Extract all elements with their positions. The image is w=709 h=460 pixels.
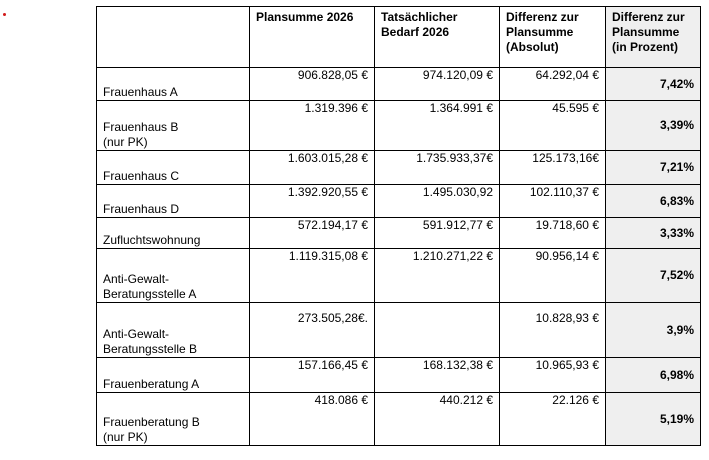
row-name-sub: Beratungsstelle A — [103, 287, 197, 301]
cell-actual: 1.364.991 € — [374, 100, 500, 151]
cell-diff-pct: 7,52% — [605, 248, 701, 303]
row-name-main: Frauenhaus B — [103, 120, 179, 134]
header-empty — [96, 6, 250, 68]
row-name-main: Frauenberatung B — [103, 415, 200, 429]
row-name: Frauenhaus D — [96, 184, 250, 218]
table-header-row: Plansumme 2026 Tatsächlicher Bedarf 2026… — [96, 6, 701, 68]
cell-diff-abs: 10.828,93 € — [499, 302, 606, 358]
row-name-main: Frauenhaus D — [103, 202, 180, 216]
row-name: Anti-Gewalt- Beratungsstelle B — [96, 302, 250, 358]
cell-diff-pct: 3,9% — [605, 302, 701, 358]
header-plansumme: Plansumme 2026 — [249, 6, 375, 68]
table-row: Frauenberatung A 157.166,45 € 168.132,38… — [96, 357, 701, 393]
table-row: Frauenberatung B (nur PK) 418.086 € 440.2… — [96, 392, 701, 446]
cell-diff-abs: 45.595 € — [499, 100, 606, 151]
cell-plan: 572.194,17 € — [249, 217, 375, 249]
cell-actual: 1.735.933,37€ — [374, 150, 500, 185]
cell-diff-abs: 102.110,37 € — [499, 184, 606, 218]
row-name: Frauenhaus C — [96, 150, 250, 185]
cell-diff-abs: 90.956,14 € — [499, 248, 606, 303]
row-name: Frauenberatung B (nur PK) — [96, 392, 250, 446]
row-name-main: Frauenberatung A — [103, 377, 200, 391]
cell-actual: 168.132,38 € — [374, 357, 500, 393]
cell-diff-abs: 10.965,93 € — [499, 357, 606, 393]
row-name: Zufluchtswohnung — [96, 217, 250, 249]
row-name-main: Anti-Gewalt- — [103, 272, 170, 286]
row-name-sub: (nur PK) — [103, 135, 148, 149]
table-row: Frauenhaus A 906.828,05 € 974.120,09 € 6… — [96, 67, 701, 101]
row-name: Frauenhaus B (nur PK) — [96, 100, 250, 151]
cell-diff-pct: 5,19% — [605, 392, 701, 446]
row-name-main: Frauenhaus A — [103, 85, 178, 99]
table-row: Anti-Gewalt- Beratungsstelle A 1.119.315,… — [96, 248, 701, 303]
budget-comparison-table: Plansumme 2026 Tatsächlicher Bedarf 2026… — [96, 6, 701, 446]
cell-diff-abs: 125.173,16€ — [499, 150, 606, 185]
cell-diff-abs: 22.126 € — [499, 392, 606, 446]
cell-plan: 1.319.396 € — [249, 100, 375, 151]
cell-actual: 591.912,77 € — [374, 217, 500, 249]
cell-actual: 1.210.271,22 € — [374, 248, 500, 303]
cell-actual: 974.120,09 € — [374, 67, 500, 101]
header-bedarf: Tatsächlicher Bedarf 2026 — [374, 6, 500, 68]
row-name-main: Frauenhaus C — [103, 169, 180, 183]
cell-plan: 157.166,45 € — [249, 357, 375, 393]
cell-actual — [374, 302, 500, 358]
cell-plan: 273.505,28€. — [249, 302, 375, 358]
table-row: Frauenhaus D 1.392.920,55 € 1.495.030,92… — [96, 184, 701, 218]
cell-plan: 418.086 € — [249, 392, 375, 446]
cell-diff-pct: 6,83% — [605, 184, 701, 218]
cell-plan: 1.603.015,28 € — [249, 150, 375, 185]
cell-plan: 1.119.315,08 € — [249, 248, 375, 303]
cell-diff-pct: 3,33% — [605, 217, 701, 249]
cell-diff-abs: 64.292,04 € — [499, 67, 606, 101]
row-name: Frauenhaus A — [96, 67, 250, 101]
header-diff-absolut: Differenz zur Plansumme (Absolut) — [499, 6, 606, 68]
red-dot-marker — [3, 13, 6, 16]
row-name-sub: Beratungsstelle B — [103, 342, 198, 356]
table-row: Frauenhaus B (nur PK) 1.319.396 € 1.364.9… — [96, 100, 701, 151]
header-diff-prozent: Differenz zur Plansumme (in Prozent) — [605, 6, 701, 68]
cell-actual: 1.495.030,92 — [374, 184, 500, 218]
cell-diff-pct: 7,21% — [605, 150, 701, 185]
table-row: Frauenhaus C 1.603.015,28 € 1.735.933,37… — [96, 150, 701, 185]
row-name: Frauenberatung A — [96, 357, 250, 393]
cell-actual: 440.212 € — [374, 392, 500, 446]
cell-diff-abs: 19.718,60 € — [499, 217, 606, 249]
cell-diff-pct: 7,42% — [605, 67, 701, 101]
table-row: Zufluchtswohnung 572.194,17 € 591.912,77… — [96, 217, 701, 249]
row-name-main: Zufluchtswohnung — [103, 233, 201, 247]
cell-plan: 906.828,05 € — [249, 67, 375, 101]
row-name-sub: (nur PK) — [103, 430, 148, 444]
cell-diff-pct: 6,98% — [605, 357, 701, 393]
table-row: Anti-Gewalt- Beratungsstelle B 273.505,28… — [96, 302, 701, 358]
row-name: Anti-Gewalt- Beratungsstelle A — [96, 248, 250, 303]
cell-plan: 1.392.920,55 € — [249, 184, 375, 218]
cell-diff-pct: 3,39% — [605, 100, 701, 151]
row-name-main: Anti-Gewalt- — [103, 327, 170, 341]
